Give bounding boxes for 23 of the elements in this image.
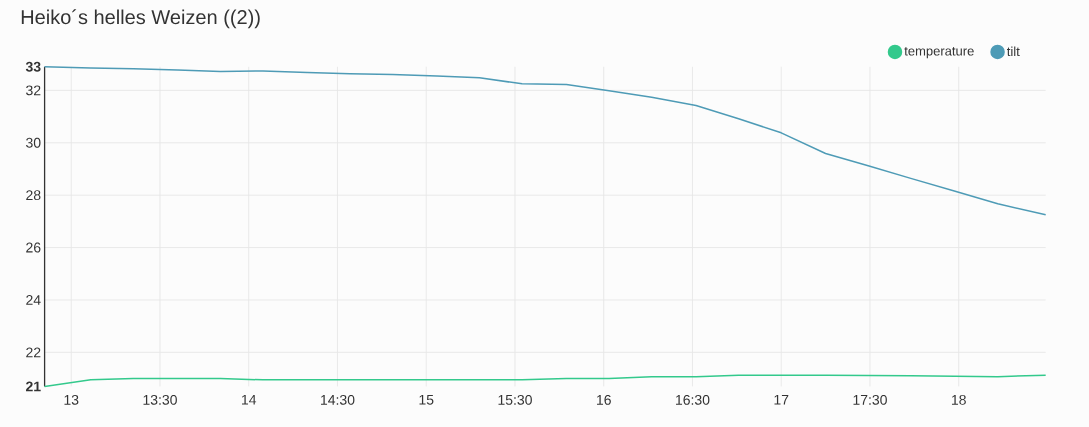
- x-tick-label: 13:30: [143, 394, 177, 405]
- y-tick-label: 33: [25, 61, 41, 72]
- legend-label: temperature: [904, 47, 974, 59]
- x-tick-label: 16: [596, 394, 611, 405]
- y-tick-label: 24: [26, 295, 41, 305]
- x-tick-label: 16:30: [676, 394, 710, 405]
- x-tick-label: 14:30: [321, 394, 355, 405]
- legend-label: tilt: [1007, 46, 1020, 57]
- x-tick-label: 15:30: [498, 394, 532, 405]
- y-tick-label: 30: [26, 137, 41, 148]
- y-tick-label: 28: [26, 190, 41, 201]
- x-tick-label: 18: [951, 394, 966, 405]
- x-tick-label: 15: [419, 394, 434, 405]
- y-tick-label: 22: [26, 347, 41, 358]
- x-tick-label: 14: [242, 394, 257, 405]
- y-tick-label: 26: [26, 242, 41, 253]
- x-tick-label: 17: [774, 394, 789, 405]
- x-tick-label: 17:30: [853, 394, 887, 405]
- x-tick-label: 13: [64, 394, 79, 405]
- line-series: [43, 66, 1047, 216]
- chart-title: Heiko´s helles Weizen ((2)): [21, 9, 260, 29]
- y-tick-label: 21: [25, 381, 41, 392]
- y-tick-label: 32: [26, 85, 41, 96]
